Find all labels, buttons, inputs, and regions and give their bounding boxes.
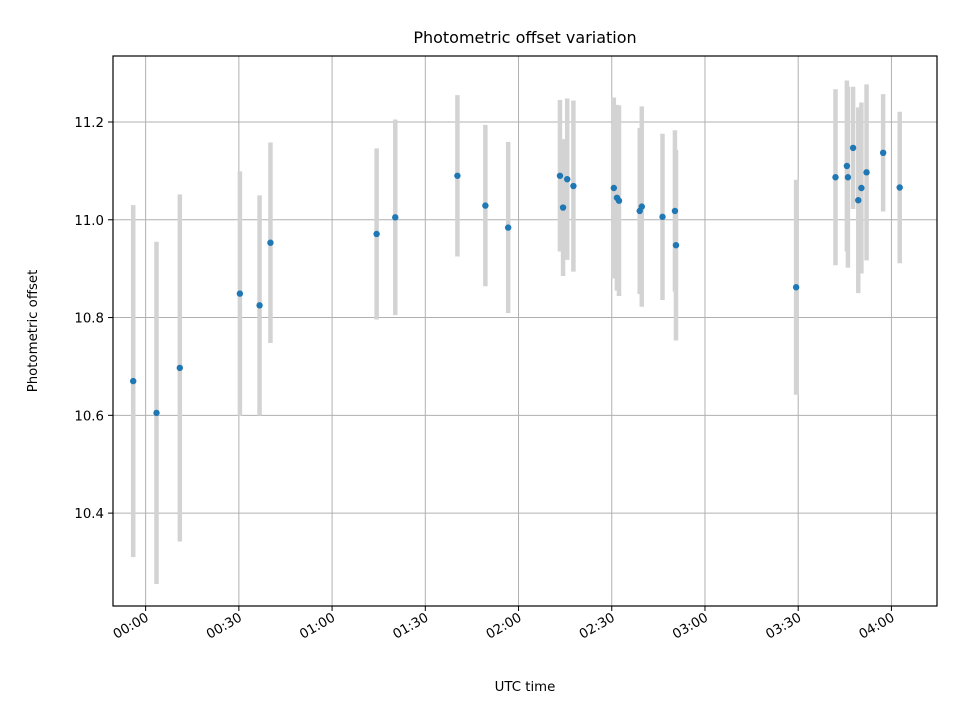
data-point	[832, 174, 839, 181]
x-axis-label: UTC time	[495, 680, 556, 695]
data-point	[482, 202, 489, 209]
data-point	[672, 242, 680, 249]
data-point	[863, 169, 870, 176]
grid	[113, 56, 937, 606]
data-point	[844, 174, 852, 181]
data-point	[610, 184, 618, 192]
data-point	[849, 144, 857, 152]
data-point	[454, 172, 461, 179]
data-point	[153, 409, 160, 417]
y-tick-label: 10.8	[74, 312, 104, 327]
data-point	[556, 172, 564, 179]
y-tick-label: 11.2	[74, 116, 104, 131]
data-point	[659, 213, 666, 221]
chart-title: Photometric offset variation	[413, 28, 636, 47]
data-point	[858, 184, 865, 192]
data-point	[792, 284, 800, 291]
data-point	[671, 207, 679, 215]
data-point	[176, 364, 184, 372]
y-tick-label: 11.0	[74, 214, 104, 229]
data-point	[570, 182, 577, 190]
data-point	[504, 224, 512, 231]
y-tick-label: 10.4	[74, 507, 104, 522]
data-points	[129, 144, 903, 417]
data-point	[392, 214, 399, 221]
plot-frame	[112, 55, 938, 607]
data-point	[615, 197, 623, 204]
data-point	[879, 149, 887, 156]
data-point	[559, 204, 567, 211]
data-point	[236, 290, 244, 297]
data-point	[896, 184, 903, 191]
y-axis-label: Photometric offset	[26, 270, 41, 393]
y-axis-ticks: 10.4 10.6 10.8 11.0 11.2	[74, 116, 113, 522]
data-point	[843, 162, 851, 170]
y-tick-label: 10.6	[74, 409, 104, 424]
data-point	[129, 377, 137, 385]
data-point	[373, 230, 380, 238]
data-point	[638, 203, 645, 210]
data-point	[855, 197, 862, 204]
data-point	[256, 302, 263, 309]
data-point	[564, 176, 571, 183]
data-point	[267, 239, 274, 246]
